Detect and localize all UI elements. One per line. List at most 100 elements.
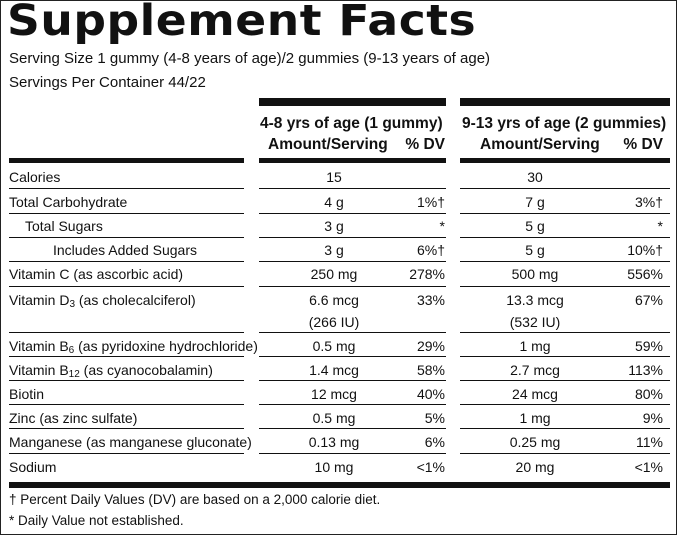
group-b-title: 9-13 yrs of age (2 gummies) [462, 115, 667, 132]
nutrient-subscript: 6 [68, 345, 75, 356]
row-divider-group-b [460, 213, 670, 214]
row-divider-group-b [460, 356, 670, 357]
row-divider-group-a [259, 332, 446, 333]
thick-rule-group-b [460, 158, 670, 163]
nutrient-name: Total Sugars [25, 218, 103, 235]
group-a-dv: 5% [424, 410, 445, 426]
row-divider-names [9, 332, 244, 333]
group-a-dv-header: % DV [405, 136, 445, 153]
nutrient-name-text: Total Sugars [25, 218, 103, 234]
row-divider-group-a [259, 213, 446, 214]
servings-per-container: Servings Per Container 44/22 [9, 74, 206, 91]
nutrient-subscript: 12 [68, 369, 80, 380]
nutrient-name-text: Total Carbohydrate [9, 194, 128, 210]
group-a-dv: 33% [416, 292, 445, 308]
footnote-not-established: * Daily Value not established. [9, 513, 184, 528]
group-b-dv: 11% [636, 434, 663, 450]
group-b-amount-iu: (532 IU) [509, 314, 561, 330]
group-b-amount: 1 mg [519, 410, 551, 426]
nutrient-name-text: Vitamin D [9, 292, 70, 308]
row-divider-names [9, 404, 244, 405]
group-a-amount-header: Amount/Serving [268, 136, 388, 153]
thick-rule-group-b-top [460, 98, 670, 106]
thick-rule-group-a [259, 158, 446, 163]
nutrient-name-text: Zinc (as zinc sulfate) [9, 410, 138, 426]
row-divider-group-b [460, 332, 670, 333]
group-a-dv: 6% [424, 434, 445, 450]
group-b-dv: 59% [634, 338, 663, 354]
nutrient-name: Vitamin B12 (as cyanocobalamin) [9, 362, 213, 380]
nutrient-name-text: Sodium [9, 459, 57, 475]
nutrient-name-suffix: (as cyanocobalamin) [79, 362, 213, 378]
row-divider-names [9, 380, 244, 381]
row-divider-group-a [259, 453, 446, 454]
row-divider-group-a [259, 261, 446, 262]
row-divider-group-a [259, 237, 446, 238]
group-b-dv: 556% [627, 266, 663, 282]
row-divider-names [9, 213, 244, 214]
nutrient-name-text: Vitamin B [9, 338, 69, 354]
row-divider-group-b [460, 237, 670, 238]
row-divider-group-a [259, 428, 446, 429]
row-divider-group-b [460, 380, 670, 381]
group-b-amount: 13.3 mcg [506, 292, 564, 308]
group-b-amount: 24 mcg [512, 386, 558, 402]
row-divider-names [9, 261, 244, 262]
group-a-amount: 6.6 mcg [309, 292, 359, 308]
nutrient-name: Includes Added Sugars [53, 242, 197, 259]
nutrient-name-text: Biotin [9, 386, 45, 402]
nutrient-name: Zinc (as zinc sulfate) [9, 410, 137, 427]
group-a-dv: 278% [409, 266, 445, 282]
group-a-dv: 40% [416, 386, 445, 402]
group-b-amount: 500 mg [511, 266, 559, 282]
nutrient-name: Calories [9, 169, 60, 186]
group-b-amount: 5 g [525, 218, 545, 234]
thick-rule-names [9, 158, 244, 163]
serving-size: Serving Size 1 gummy (4-8 years of age)/… [9, 50, 491, 67]
row-divider-group-a [259, 356, 446, 357]
row-divider-names [9, 356, 244, 357]
row-divider-names [9, 188, 244, 189]
group-a-amount: 0.5 mg [312, 338, 356, 354]
group-a-amount: 12 mcg [311, 386, 357, 402]
row-divider-group-a [259, 286, 446, 287]
footnote-dv: † Percent Daily Values (DV) are based on… [9, 492, 381, 507]
group-a-amount: 10 mg [314, 459, 354, 475]
group-b-amount: 0.25 mg [509, 434, 561, 450]
row-divider-group-a [259, 188, 446, 189]
group-a-amount-iu: (266 IU) [308, 314, 360, 330]
row-divider-group-b [460, 261, 670, 262]
group-b-amount: 7 g [525, 194, 545, 210]
nutrient-name-text: Includes Added Sugars [53, 242, 197, 258]
panel-title: Supplement Facts [7, 0, 477, 46]
nutrient-name-text: Vitamin C (as ascorbic acid) [9, 266, 184, 282]
group-a-amount: 0.5 mg [312, 410, 356, 426]
group-a-amount: 1.4 mcg [309, 362, 359, 378]
group-b-dv-header: % DV [623, 136, 663, 153]
group-a-amount: 15 [326, 169, 342, 185]
group-a-dv: <1% [416, 459, 445, 475]
group-b-amount: 30 [527, 169, 543, 185]
group-b-dv: 9% [642, 410, 663, 426]
row-divider-group-b [460, 428, 670, 429]
group-a-dv: 1%† [416, 194, 445, 210]
group-b-amount-header: Amount/Serving [480, 136, 600, 153]
group-b-amount: 5 g [525, 242, 545, 258]
group-b-dv: <1% [634, 459, 663, 475]
group-b-amount: 2.7 mcg [510, 362, 560, 378]
group-a-dv: 29% [416, 338, 445, 354]
group-b-dv: 67% [634, 292, 663, 308]
nutrient-name-suffix: (as pyridoxine hydrochloride) [74, 338, 258, 354]
nutrient-name: Vitamin C (as ascorbic acid) [9, 266, 183, 283]
group-a-amount: 250 mg [310, 266, 358, 282]
nutrient-name-text: Vitamin B [9, 362, 69, 378]
row-divider-group-a [259, 380, 446, 381]
nutrient-name: Vitamin D3 (as cholecalciferol) [9, 292, 196, 310]
row-divider-group-b [460, 404, 670, 405]
group-b-dv: * [657, 218, 663, 234]
group-b-amount: 20 mg [515, 459, 555, 475]
row-divider-group-b [460, 453, 670, 454]
nutrient-name-text: Manganese (as manganese gluconate) [9, 434, 252, 450]
thick-rule-bottom [9, 482, 670, 488]
